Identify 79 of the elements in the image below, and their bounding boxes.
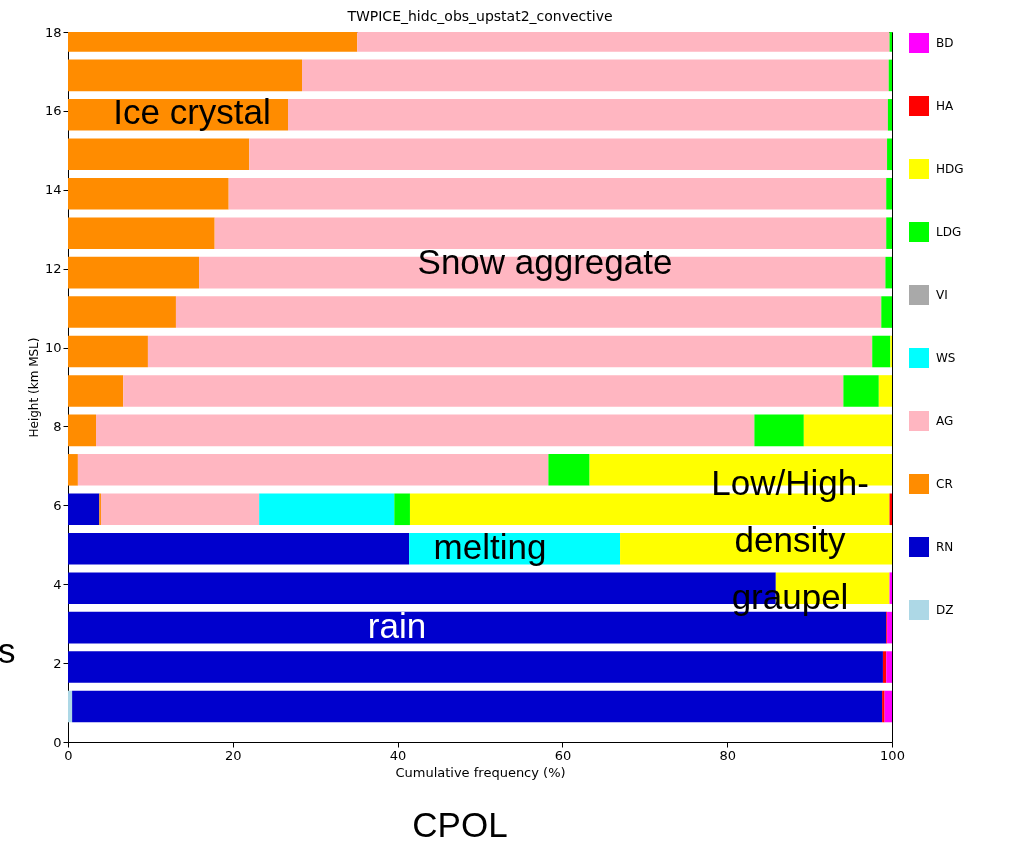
y-tick-label: 0 [53, 734, 62, 750]
bar [123, 375, 844, 407]
legend-label: RN [936, 540, 954, 554]
bar [803, 414, 892, 447]
bar [881, 296, 892, 328]
y-tick-label: 2 [53, 655, 62, 671]
bar [175, 296, 882, 328]
bar [68, 493, 100, 526]
bar [72, 690, 883, 723]
y-tick-label: 10 [44, 340, 62, 356]
legend-label: HA [936, 99, 955, 113]
bar [302, 59, 889, 92]
bar [887, 611, 892, 644]
bar [886, 651, 892, 683]
y-tick-label: 6 [53, 497, 62, 513]
bar [886, 177, 892, 210]
annotation: rain [367, 606, 427, 645]
bar [843, 375, 879, 407]
bar [886, 217, 892, 249]
annotation: melting [433, 527, 547, 566]
bar [394, 493, 410, 526]
bar [68, 375, 124, 407]
bar [68, 454, 78, 486]
bar [878, 375, 892, 407]
bar [68, 532, 410, 565]
bar [96, 414, 755, 447]
bar [68, 59, 303, 92]
legend-label: BD [936, 36, 954, 50]
bar [249, 138, 888, 171]
bar [68, 651, 883, 683]
bar [68, 217, 215, 249]
legend-label: CR [936, 477, 953, 491]
bar [887, 99, 892, 131]
bar [884, 690, 892, 723]
bar [68, 690, 73, 723]
bar [68, 138, 250, 171]
text: CPOL [412, 805, 508, 844]
bar [259, 493, 395, 526]
bar [885, 256, 892, 289]
bar [147, 335, 873, 368]
x-tick-label: 100 [880, 747, 905, 763]
x-axis-title: Cumulative frequency (%) [395, 764, 566, 780]
x-tick-label: 20 [225, 747, 242, 763]
x-tick-label: 60 [554, 747, 572, 763]
legend-label: VI [936, 288, 948, 302]
bar [872, 335, 891, 368]
bar [68, 335, 148, 368]
bar [882, 651, 887, 683]
x-tick-label: 0 [64, 747, 73, 763]
bar [548, 454, 590, 486]
bar [68, 296, 176, 328]
y-tick-label: 12 [44, 261, 62, 277]
y-tick-label: 14 [44, 182, 62, 198]
annotation: Ice crystal [113, 92, 271, 131]
legend-label: HDG [936, 162, 964, 176]
chart-title: TWPICE_hidc_obs_upstat2_convective [346, 8, 613, 24]
bar [228, 177, 887, 210]
annotation: Snow aggregate [417, 242, 673, 281]
x-tick-label: 80 [719, 747, 736, 763]
y-tick-label: 8 [53, 418, 62, 434]
bar [77, 454, 549, 486]
x-tick-label: 40 [389, 747, 407, 763]
y-tick-label: 18 [44, 24, 62, 40]
bar [882, 690, 885, 723]
y-tick-label: 16 [44, 103, 62, 119]
y-axis-title: Height (km MSL) [26, 337, 41, 438]
legend-label: LDG [936, 225, 962, 239]
y-tick-label: 4 [53, 576, 62, 592]
bar [288, 99, 888, 131]
legend-label: DZ [936, 603, 954, 617]
bar [68, 256, 200, 289]
bar [754, 414, 804, 447]
bar [68, 177, 229, 210]
legend-label: AG [936, 414, 954, 428]
legend-label: WS [936, 351, 956, 365]
bar [214, 217, 887, 249]
bar [100, 493, 260, 526]
bar [68, 414, 97, 447]
bar [887, 138, 892, 171]
